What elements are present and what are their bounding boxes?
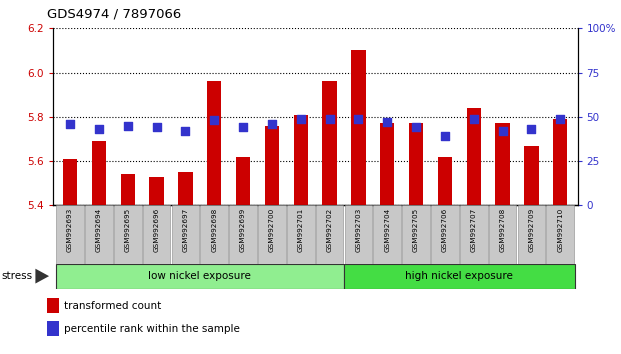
Bar (524, 145, 538, 205)
Bar (344, 264, 574, 289)
Text: GSM992708: GSM992708 (499, 208, 505, 252)
Point (440, 133, 450, 139)
FancyBboxPatch shape (546, 205, 574, 264)
Text: GSM992695: GSM992695 (125, 208, 131, 252)
Text: GSM992698: GSM992698 (211, 208, 217, 252)
FancyBboxPatch shape (57, 205, 84, 264)
Text: GSM992693: GSM992693 (67, 208, 73, 252)
Text: GDS4974 / 7897066: GDS4974 / 7897066 (47, 8, 181, 21)
FancyBboxPatch shape (402, 205, 430, 264)
Point (411, 125, 421, 130)
Point (65, 121, 75, 127)
FancyBboxPatch shape (460, 205, 487, 264)
Bar (294, 115, 308, 205)
Bar (178, 172, 193, 205)
Point (325, 116, 335, 121)
Text: GSM992702: GSM992702 (327, 208, 333, 252)
Point (383, 119, 392, 125)
Text: GSM992697: GSM992697 (183, 208, 188, 252)
FancyBboxPatch shape (345, 205, 372, 264)
Bar (380, 124, 394, 205)
Point (94, 126, 104, 132)
Text: GSM992694: GSM992694 (96, 208, 102, 252)
Text: GSM992705: GSM992705 (413, 208, 419, 252)
Bar (496, 124, 510, 205)
Bar (409, 124, 424, 205)
FancyBboxPatch shape (517, 205, 545, 264)
Point (497, 128, 507, 134)
FancyBboxPatch shape (489, 205, 517, 264)
FancyBboxPatch shape (315, 205, 343, 264)
FancyBboxPatch shape (431, 205, 459, 264)
Text: GSM992710: GSM992710 (557, 208, 563, 252)
FancyBboxPatch shape (201, 205, 228, 264)
FancyBboxPatch shape (373, 205, 401, 264)
Bar (351, 51, 366, 205)
Text: high nickel exposure: high nickel exposure (406, 271, 513, 281)
FancyBboxPatch shape (85, 205, 113, 264)
Text: GSM992704: GSM992704 (384, 208, 390, 252)
Point (181, 128, 191, 134)
Text: GSM992700: GSM992700 (269, 208, 275, 252)
Text: percentile rank within the sample: percentile rank within the sample (64, 324, 240, 334)
Text: GSM992699: GSM992699 (240, 208, 246, 252)
Bar (92, 141, 106, 205)
Text: transformed count: transformed count (64, 301, 161, 311)
Bar (120, 175, 135, 205)
Text: GSM992706: GSM992706 (442, 208, 448, 252)
Point (123, 123, 133, 129)
Polygon shape (35, 269, 49, 284)
Point (267, 121, 277, 127)
Bar (47, 321, 59, 336)
Bar (438, 156, 452, 205)
Bar (150, 177, 164, 205)
Bar (553, 119, 568, 205)
Bar (56, 264, 344, 289)
Text: GSM992696: GSM992696 (153, 208, 160, 252)
Bar (207, 81, 222, 205)
Bar (47, 298, 59, 313)
Bar (265, 126, 279, 205)
Point (209, 118, 219, 123)
Text: low nickel exposure: low nickel exposure (148, 271, 252, 281)
FancyBboxPatch shape (229, 205, 257, 264)
Point (555, 116, 565, 121)
Text: GSM992703: GSM992703 (355, 208, 361, 252)
Point (296, 116, 306, 121)
Point (469, 116, 479, 121)
Bar (322, 81, 337, 205)
Text: GSM992709: GSM992709 (528, 208, 535, 252)
Bar (63, 159, 77, 205)
FancyBboxPatch shape (171, 205, 199, 264)
Text: stress: stress (2, 271, 33, 281)
Point (238, 125, 248, 130)
Text: GSM992707: GSM992707 (471, 208, 477, 252)
FancyBboxPatch shape (114, 205, 142, 264)
FancyBboxPatch shape (143, 205, 170, 264)
Bar (466, 108, 481, 205)
FancyBboxPatch shape (287, 205, 315, 264)
FancyBboxPatch shape (258, 205, 286, 264)
Point (152, 125, 161, 130)
Text: GSM992701: GSM992701 (297, 208, 304, 252)
Point (527, 126, 537, 132)
Bar (236, 156, 250, 205)
Point (353, 116, 363, 121)
